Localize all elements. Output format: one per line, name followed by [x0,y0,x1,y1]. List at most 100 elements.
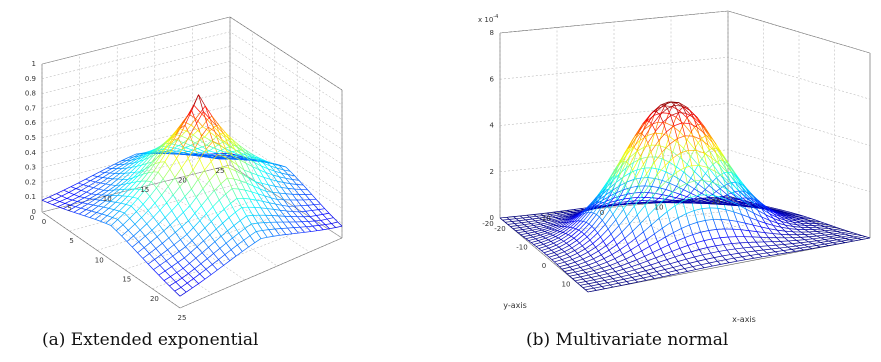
mesh-segment [303,216,309,222]
mesh-segment [128,230,134,237]
mesh-segment [215,136,224,143]
mesh-segment [569,256,573,260]
mesh-segment [157,171,164,180]
mesh-segment [147,210,154,218]
mesh-segment [118,204,127,212]
mesh-segment [237,244,243,252]
mesh-segment [159,265,166,272]
mesh-segment [284,216,290,223]
mesh-segment [662,121,667,133]
mesh-segment [577,272,586,275]
mesh-segment [639,263,643,268]
mesh-segment [311,209,319,211]
mesh-segment [533,242,542,245]
mesh-segment [548,239,552,242]
mesh-segment [575,221,584,229]
z-gridline [41,46,343,120]
mesh-segment [526,214,534,216]
mesh-segment [89,194,97,199]
mesh-segment [266,191,273,193]
mesh-segment [668,178,673,193]
mesh-segment [122,172,131,180]
mesh-segment [697,158,703,166]
mesh-segment [648,273,652,277]
mesh-segment [599,205,608,218]
mesh-segment [177,203,184,213]
mesh-segment [209,131,217,138]
mesh-segment [670,115,675,126]
mesh-segment [768,228,778,231]
mesh-segment [555,222,564,226]
mesh-segment [599,216,603,221]
mesh-segment [658,259,667,263]
mesh-segment [629,162,634,173]
mesh-segment [720,236,729,239]
mesh-segment [620,274,630,278]
mesh-segment [642,264,651,268]
mesh-segment [296,184,304,186]
mesh-segment [267,168,273,176]
mesh-segment [115,179,124,186]
mesh-segment [326,218,332,224]
mesh-segment [201,197,209,206]
mesh-segment [143,150,151,156]
mesh-segment [283,182,291,184]
mesh-segment [222,222,228,231]
mesh-segment [647,186,653,193]
mesh-segment [700,232,705,241]
mesh-segment [206,144,214,149]
mesh-segment [656,111,661,116]
mesh-segment [631,263,640,268]
mesh-segment [616,189,624,194]
mesh-segment [620,262,629,267]
mesh-segment [296,184,302,190]
mesh-segment [89,217,96,220]
mesh-segment [828,239,838,242]
mesh-segment [499,217,503,221]
mesh-segment [209,234,216,242]
mesh-segment [613,195,621,199]
mesh-segment [816,234,825,237]
mesh-segment [702,180,707,195]
mesh-segment [690,188,695,194]
mesh-segment [594,229,598,234]
mesh-segment [192,130,199,136]
mesh-segment [98,183,106,190]
mesh-segment [259,188,267,192]
y-tick-label: 20 [712,198,721,206]
y-gridline [192,174,310,253]
mesh-segment [816,231,822,234]
mesh-segment [263,176,271,180]
mesh-segment [623,277,633,280]
mesh-segment [529,216,533,220]
mesh-segment [84,210,92,217]
mesh-segment [248,242,255,248]
mesh-segment [712,191,717,195]
mesh-segment [655,193,663,195]
mesh-segment [808,235,817,238]
mesh-segment [106,209,115,216]
mesh-segment [530,242,534,245]
mesh-segment [227,143,235,150]
mesh-segment [761,216,770,221]
mesh-segment [808,236,813,240]
mesh-segment [258,157,266,162]
mesh-segment [791,247,800,250]
mesh-segment [154,254,162,260]
mesh-segment [828,231,837,233]
mesh-segment [704,185,710,190]
mesh-segment [555,232,564,237]
mesh-segment [121,156,129,162]
mesh-segment [824,237,834,240]
mesh-segment [172,194,179,204]
mesh-segment [603,241,607,246]
mesh-segment [185,246,191,253]
mesh-segment [302,184,308,191]
mesh-segment [712,219,718,230]
mesh-segment [207,126,214,142]
mesh-segment [650,264,654,269]
mesh-segment [228,217,235,226]
mesh-segment [181,220,189,227]
mesh-segment [607,228,612,235]
